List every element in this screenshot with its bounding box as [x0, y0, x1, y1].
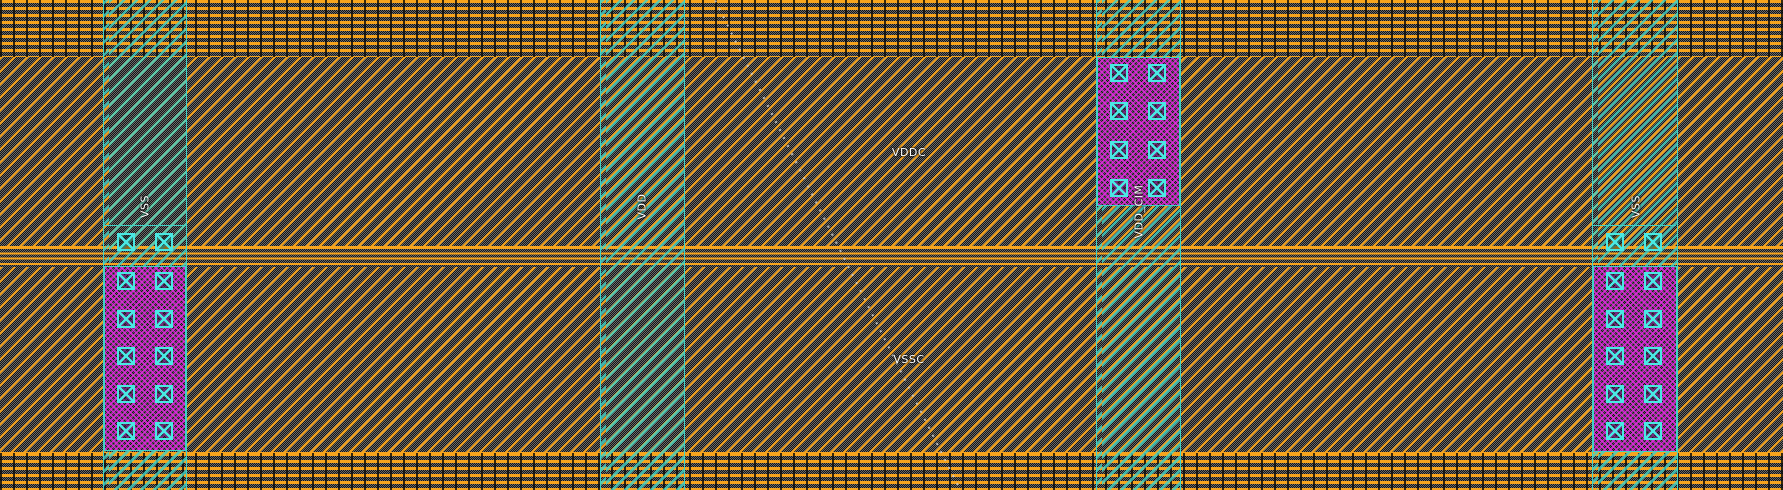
via-icon[interactable]: [1148, 64, 1166, 82]
via-icon[interactable]: [1644, 272, 1662, 290]
via-icon[interactable]: [1644, 422, 1662, 441]
via-icon[interactable]: [1110, 178, 1128, 197]
via-icon[interactable]: [155, 422, 173, 441]
via-array[interactable]: [117, 233, 173, 251]
bottom-metal-band[interactable]: [0, 452, 1783, 490]
top-metal-band[interactable]: [0, 0, 1783, 58]
via-icon[interactable]: [1606, 272, 1624, 290]
via-icon[interactable]: [1110, 102, 1128, 121]
via-array[interactable]: [1606, 272, 1662, 441]
via-icon[interactable]: [1644, 347, 1662, 366]
via-icon[interactable]: [1148, 140, 1166, 159]
via-icon[interactable]: [117, 309, 135, 328]
via-icon[interactable]: [1148, 178, 1166, 197]
via-icon[interactable]: [117, 272, 135, 290]
via-icon[interactable]: [1110, 140, 1128, 159]
via-icon[interactable]: [155, 272, 173, 290]
via-icon[interactable]: [1606, 233, 1624, 251]
via-icon[interactable]: [1644, 233, 1662, 251]
strap-pin-line: [1592, 225, 1676, 226]
via-icon[interactable]: [1606, 347, 1624, 366]
via-icon[interactable]: [117, 233, 135, 251]
vddc-plane[interactable]: [0, 57, 1783, 246]
via-icon[interactable]: [117, 347, 135, 366]
via-icon[interactable]: [1606, 309, 1624, 328]
via-icon[interactable]: [1644, 384, 1662, 403]
mid-horizontal-rail[interactable]: [0, 246, 1783, 269]
via-array[interactable]: [1606, 233, 1662, 251]
vssc-plane[interactable]: [0, 267, 1783, 452]
via-icon[interactable]: [1606, 422, 1624, 441]
via-icon[interactable]: [1606, 384, 1624, 403]
via-icon[interactable]: [1110, 64, 1128, 82]
via-icon[interactable]: [155, 384, 173, 403]
via-array[interactable]: [117, 272, 173, 441]
via-icon[interactable]: [155, 347, 173, 366]
strap-pin-line: [103, 225, 185, 226]
strap-vdd[interactable]: [600, 0, 685, 490]
via-array[interactable]: [1110, 64, 1166, 197]
via-icon[interactable]: [117, 384, 135, 403]
via-icon[interactable]: [155, 309, 173, 328]
via-icon[interactable]: [1644, 309, 1662, 328]
via-icon[interactable]: [155, 233, 173, 251]
via-icon[interactable]: [1148, 102, 1166, 121]
via-icon[interactable]: [117, 422, 135, 441]
